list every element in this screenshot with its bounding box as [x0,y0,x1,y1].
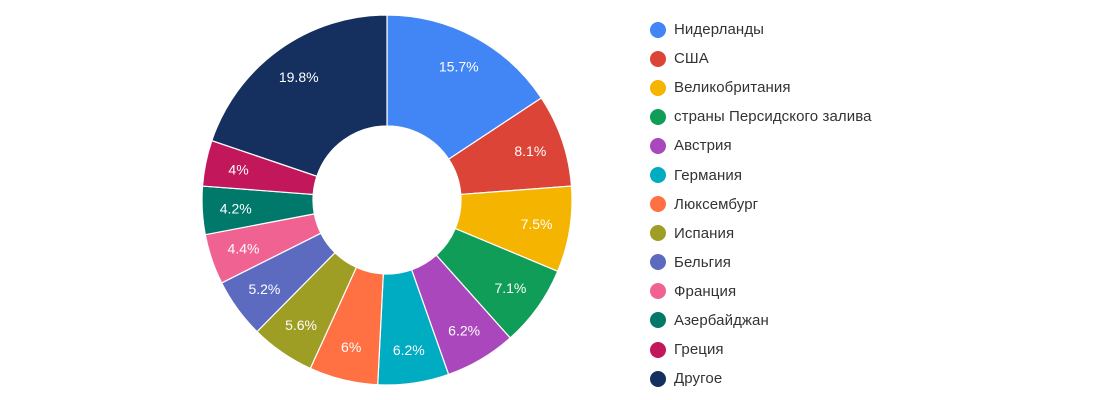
slice-percent-label: 6% [341,339,361,355]
slice-percent-label: 7.1% [494,280,526,296]
legend-label: Испания [674,224,735,242]
legend-item-azerbaijan[interactable]: Азербайджан [650,306,872,335]
slice-percent-label: 4.4% [228,241,260,257]
slice-percent-label: 5.6% [285,317,317,333]
slice-percent-label: 15.7% [439,59,479,75]
legend-label: Греция [674,341,724,359]
legend-label: США [674,50,709,68]
legend-color-dot-icon [650,108,666,125]
legend-item-gulf-states[interactable]: страны Персидского залива [650,102,872,131]
legend-item-uk[interactable]: Великобритания [650,73,872,102]
legend-label: страны Персидского залива [674,108,872,126]
legend-item-greece[interactable]: Греция [650,335,872,364]
legend-item-other[interactable]: Другое [650,364,872,393]
legend-color-dot-icon [650,370,666,387]
legend-color-dot-icon [650,21,666,38]
legend-label: Азербайджан [674,311,769,329]
legend-color-dot-icon [650,341,666,358]
chart-legend: Нидерланды США Великобритания страны Пер… [650,15,872,393]
legend-color-dot-icon [650,254,666,271]
slice-percent-label: 4.2% [220,201,252,217]
legend-color-dot-icon [650,225,666,242]
legend-label: Бельгия [674,253,731,271]
legend-color-dot-icon [650,137,666,154]
donut-slice[interactable] [211,14,388,178]
legend-color-dot-icon [650,283,666,300]
legend-color-dot-icon [650,50,666,67]
legend-label: Люксембург [674,195,759,213]
legend-item-usa[interactable]: США [650,44,872,73]
slice-percent-label: 7.5% [521,216,553,232]
slice-percent-label: 8.1% [514,143,546,159]
slice-percent-label: 5.2% [248,281,280,297]
legend-item-belgium[interactable]: Бельгия [650,248,872,277]
legend-color-dot-icon [650,196,666,213]
legend-label: Другое [674,370,723,388]
legend-color-dot-icon [650,312,666,329]
legend-item-luxembourg[interactable]: Люксембург [650,190,872,219]
legend-item-france[interactable]: Франция [650,277,872,306]
slice-percent-label: 6.2% [448,322,480,338]
legend-item-austria[interactable]: Австрия [650,131,872,160]
legend-label: Австрия [674,137,732,155]
legend-label: Великобритания [674,79,791,97]
slice-percent-label: 19.8% [279,69,319,85]
legend-label: Нидерланды [674,21,765,39]
legend-label: Франция [674,282,737,300]
legend-color-dot-icon [650,79,666,96]
legend-item-germany[interactable]: Германия [650,160,872,189]
legend-item-spain[interactable]: Испания [650,219,872,248]
slice-percent-label: 6.2% [393,342,425,358]
legend-label: Германия [674,166,743,184]
slice-percent-label: 4% [228,162,248,178]
legend-item-netherlands[interactable]: Нидерланды [650,15,872,44]
legend-color-dot-icon [650,167,666,184]
